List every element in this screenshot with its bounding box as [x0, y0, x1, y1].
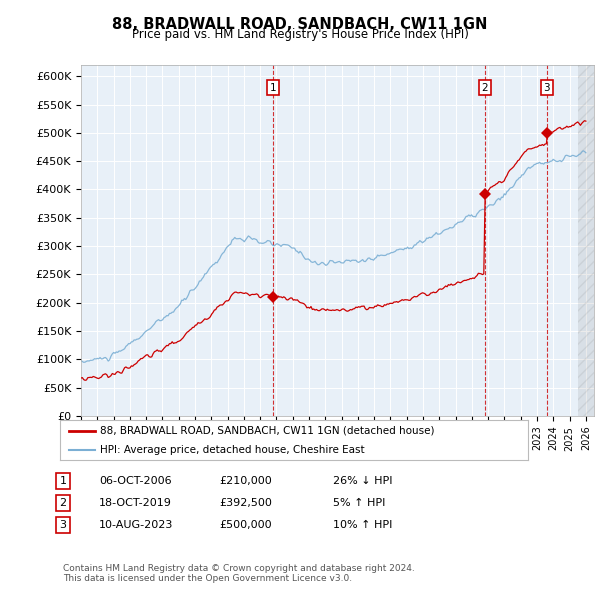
Text: 88, BRADWALL ROAD, SANDBACH, CW11 1GN: 88, BRADWALL ROAD, SANDBACH, CW11 1GN: [112, 17, 488, 31]
Text: £500,000: £500,000: [219, 520, 272, 530]
Text: £392,500: £392,500: [219, 498, 272, 507]
Text: 10-AUG-2023: 10-AUG-2023: [99, 520, 173, 530]
Text: 1: 1: [59, 476, 67, 486]
Text: 88, BRADWALL ROAD, SANDBACH, CW11 1GN (detached house): 88, BRADWALL ROAD, SANDBACH, CW11 1GN (d…: [100, 426, 434, 436]
Text: 3: 3: [59, 520, 67, 530]
Text: 26% ↓ HPI: 26% ↓ HPI: [333, 476, 392, 486]
Text: Contains HM Land Registry data © Crown copyright and database right 2024.
This d: Contains HM Land Registry data © Crown c…: [63, 563, 415, 583]
Text: Price paid vs. HM Land Registry's House Price Index (HPI): Price paid vs. HM Land Registry's House …: [131, 28, 469, 41]
Text: 06-OCT-2006: 06-OCT-2006: [99, 476, 172, 486]
Text: 10% ↑ HPI: 10% ↑ HPI: [333, 520, 392, 530]
Text: HPI: Average price, detached house, Cheshire East: HPI: Average price, detached house, Ches…: [100, 445, 364, 455]
Text: £210,000: £210,000: [219, 476, 272, 486]
Text: 1: 1: [269, 83, 276, 93]
Text: 18-OCT-2019: 18-OCT-2019: [99, 498, 172, 507]
Text: 2: 2: [59, 498, 67, 507]
Text: 3: 3: [544, 83, 550, 93]
Text: 2: 2: [482, 83, 488, 93]
Text: 5% ↑ HPI: 5% ↑ HPI: [333, 498, 385, 507]
